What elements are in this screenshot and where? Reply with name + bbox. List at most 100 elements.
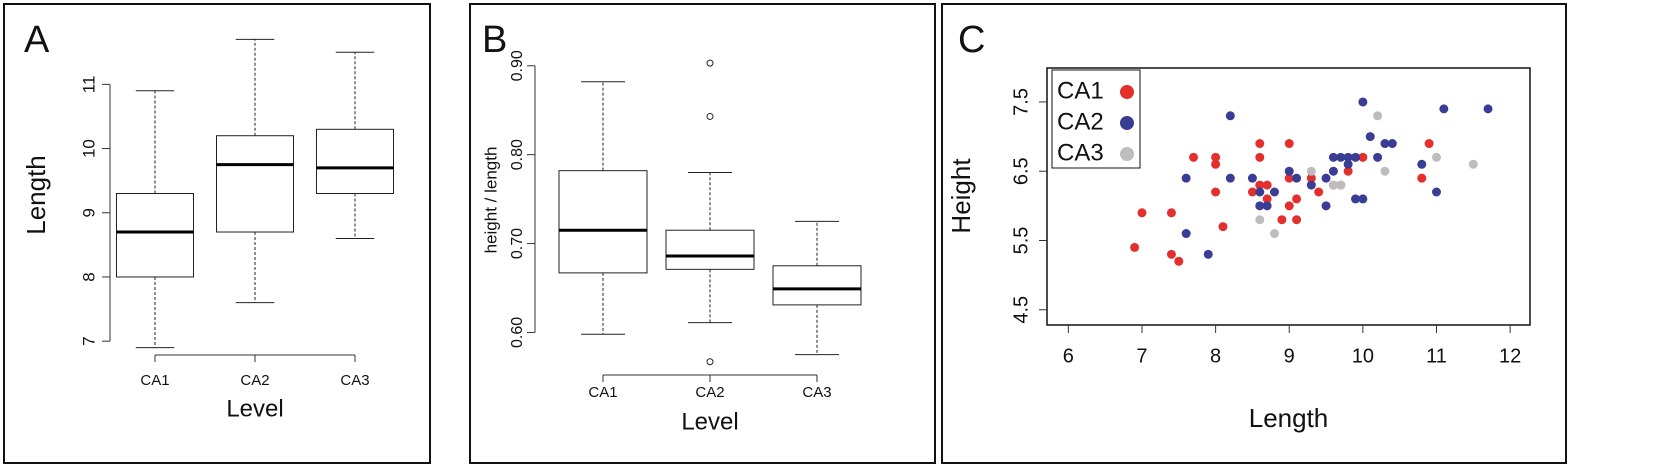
legend-label: CA1 (1057, 77, 1104, 104)
point (1351, 194, 1361, 204)
y-tick-label: 7 (79, 336, 98, 345)
x-tick-label: 8 (1210, 345, 1221, 367)
point (1424, 139, 1434, 149)
y-tick-label: 9 (79, 208, 98, 217)
legend-swatch (1120, 116, 1134, 130)
point (1328, 166, 1338, 176)
point (1306, 166, 1316, 176)
y-tick-label: 6.5 (1010, 157, 1032, 185)
y-tick-label: 5.5 (1010, 227, 1032, 255)
point (1321, 201, 1331, 211)
point (1358, 152, 1368, 162)
x-tick-label: 12 (1499, 345, 1521, 367)
point (1211, 152, 1221, 162)
point (1328, 180, 1338, 190)
point (1262, 201, 1272, 211)
legend-swatch (1120, 85, 1134, 99)
point (1284, 201, 1294, 211)
point (1166, 249, 1176, 259)
y-tick-label: 0.80 (509, 139, 526, 170)
point (1225, 173, 1235, 183)
point (1373, 152, 1383, 162)
box (316, 128, 394, 194)
point (1358, 97, 1368, 107)
point (1247, 173, 1257, 183)
point (1387, 139, 1397, 149)
y-tick-label: 0.60 (509, 317, 526, 348)
point (1255, 201, 1265, 211)
y-tick-label: 0.70 (509, 228, 526, 259)
point (1343, 166, 1353, 176)
point (1255, 152, 1265, 162)
point (1343, 152, 1353, 162)
y-tick-label: 8 (79, 272, 98, 281)
legend-swatch (1120, 147, 1134, 161)
point (1137, 208, 1147, 218)
box (216, 135, 294, 233)
panel-title: C (958, 19, 985, 61)
point (1314, 187, 1324, 197)
point (1262, 180, 1272, 190)
y-tick-label: 4.5 (1010, 296, 1032, 324)
x-axis-title: Length (1249, 403, 1329, 433)
outlier (706, 59, 714, 67)
point (1277, 215, 1287, 225)
point (1373, 111, 1383, 121)
point (1284, 173, 1294, 183)
panel-title: B (482, 19, 507, 61)
panel-frame (3, 3, 431, 464)
point (1181, 173, 1191, 183)
outlier (706, 112, 714, 120)
point (1336, 152, 1346, 162)
y-axis-title: Height (946, 158, 976, 234)
point (1247, 187, 1257, 197)
point (1166, 208, 1176, 218)
point (1270, 229, 1280, 239)
x-tick-label: CA3 (340, 372, 369, 389)
point (1255, 187, 1265, 197)
x-tick-label: CA2 (240, 372, 269, 389)
point (1225, 111, 1235, 121)
point (1181, 229, 1191, 239)
box (558, 170, 648, 274)
x-axis-title: Level (681, 408, 738, 435)
point (1468, 159, 1478, 169)
point (1255, 215, 1265, 225)
point (1380, 139, 1390, 149)
point (1306, 180, 1316, 190)
x-tick-label: 9 (1284, 345, 1295, 367)
point (1189, 152, 1199, 162)
point (1483, 104, 1493, 114)
point (1270, 187, 1280, 197)
point (1174, 256, 1184, 266)
x-tick-label: 10 (1352, 345, 1374, 367)
point (1336, 180, 1346, 190)
point (1306, 173, 1316, 183)
point (1321, 173, 1331, 183)
panel-frame (469, 3, 936, 464)
point (1358, 194, 1368, 204)
point (1203, 249, 1213, 259)
x-tick-label: 11 (1426, 345, 1447, 367)
point (1218, 222, 1228, 232)
point (1439, 104, 1449, 114)
point (1292, 173, 1302, 183)
panel-frame (941, 3, 1567, 464)
point (1262, 194, 1272, 204)
legend-label: CA3 (1057, 139, 1104, 166)
point (1284, 139, 1294, 149)
panel-title: A (24, 19, 50, 61)
x-tick-label: CA2 (695, 384, 724, 401)
y-tick-label: 10 (79, 139, 98, 158)
point (1417, 173, 1427, 183)
point (1351, 152, 1361, 162)
point (1292, 194, 1302, 204)
box (665, 229, 755, 270)
plot-frame (1046, 67, 1531, 326)
x-tick-label: 7 (1136, 345, 1147, 367)
y-axis-title: Length (21, 155, 51, 235)
point (1365, 132, 1375, 142)
x-tick-label: CA3 (802, 384, 831, 401)
